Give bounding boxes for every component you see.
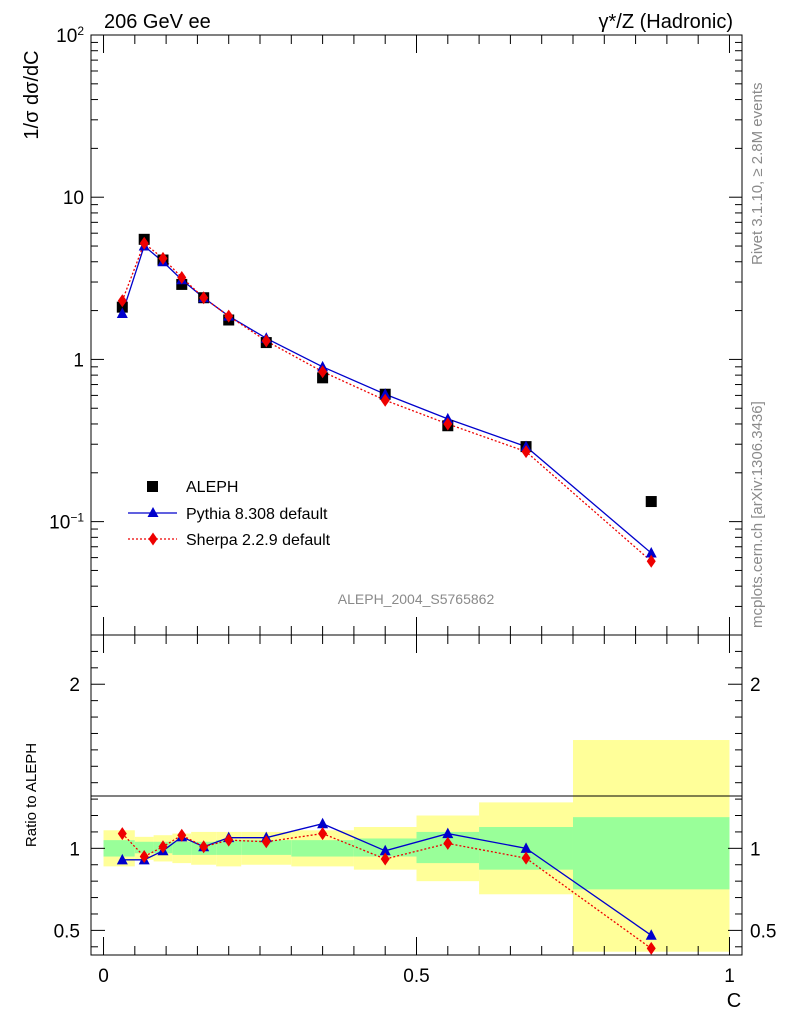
legend: ALEPH Pythia 8.308 default Sherpa 2.2.9 … [128,479,331,549]
x-tick-label: 0.5 [403,966,429,987]
ratio-y-tick-label: 1 [69,839,80,860]
main-y-tick-label: 1 [73,350,84,371]
main-point-2-8 [380,393,390,407]
ratio-y-tick-label: 0.5 [54,921,80,942]
legend-marker-sherpa [148,532,158,546]
main-point-2-9 [443,417,453,431]
main-point-1-0 [116,307,128,318]
main-point-2-10 [521,445,531,459]
ratio-point-1-2 [158,840,168,854]
main-point-1-8 [379,388,391,399]
main-point-2-3 [177,270,187,284]
rivet-version-label: Rivet 3.1.10, ≥ 2.8M events [749,83,766,266]
ratio-y-tick-label-right: 2 [750,675,761,696]
ratio-y-tick-label: 2 [69,675,80,696]
ratio-point-0-0 [116,853,128,865]
main-y-tick-label: 102 [56,24,84,47]
main-y-axis-label: 1/σ dσ/dC [21,50,43,139]
main-point-2-4 [199,291,209,305]
main-point-2-2 [158,251,168,265]
left-title: 206 GeV ee [104,11,211,33]
main-point-2-1 [139,236,149,250]
legend-marker-aleph [147,481,158,492]
legend-label-pythia: Pythia 8.308 default [186,506,328,523]
main-point-1-11 [645,547,657,558]
ratio-green-band [572,817,730,890]
legend-label-aleph: ALEPH [186,479,238,496]
main-y-tick-label: 10−1 [49,511,84,534]
ratio-green-band [134,841,154,854]
ratio-point-0-9 [442,827,454,839]
ratio-point-1-1 [139,850,149,864]
main-point-2-11 [646,554,656,568]
ratio-point-1-7 [318,827,328,841]
main-point-2-5 [224,309,234,323]
ratio-point-1-10 [521,851,531,865]
main-panel: 10−1 1 10 102 1/σ dσ/dC ALEPH_2004_S5765862… [21,24,743,636]
main-y-tick-label: 10 [63,188,84,209]
ratio-green-band [216,840,242,855]
ratio-point-0-7 [317,817,329,829]
ratio-point-1-9 [443,836,453,850]
main-point-2-0 [117,294,127,308]
ratio-point-1-4 [199,840,209,854]
x-tick-label: 1 [724,966,735,987]
ratio-green-band [103,840,135,857]
ratio-point-1-0 [117,827,127,841]
legend-label-sherpa: Sherpa 2.2.9 default [186,532,331,549]
main-point-0-3 [176,278,188,290]
ratio-green-band [291,840,354,857]
ratio-point-0-11 [645,929,657,940]
ratio-point-1-6 [261,835,271,849]
ratio-green-band [172,841,192,855]
ratio-y-axis-label: Ratio to ALEPH [23,743,40,847]
ratio-point-0-10 [520,842,532,853]
legend-marker-pythia [147,507,159,517]
main-point-2-6 [261,334,271,348]
ratio-point-0-8 [379,844,391,856]
ratio-point-1-5 [224,833,234,847]
ratio-y-tick-label-right: 0.5 [750,921,776,942]
ratio-panel: 0 0.5 1 0.5 0.5 1 1 2 2 Ratio to ALEPH C [23,634,776,1012]
main-point-0-11 [645,496,657,508]
ratio-point-1-8 [380,852,390,866]
mcplots-label: mcplots.cern.ch [arXiv:1306.3436] [749,401,766,628]
ratio-y-tick-label-right: 1 [750,839,761,860]
ratio-point-1-3 [177,828,187,842]
right-title: γ*/Z (Hadronic) [599,11,733,33]
ratio-point-1-11 [646,941,656,955]
x-axis-label: C [727,990,741,1012]
x-tick-label: 0 [98,966,109,987]
analysis-watermark: ALEPH_2004_S5765862 [338,591,495,607]
main-point-2-7 [318,365,328,379]
